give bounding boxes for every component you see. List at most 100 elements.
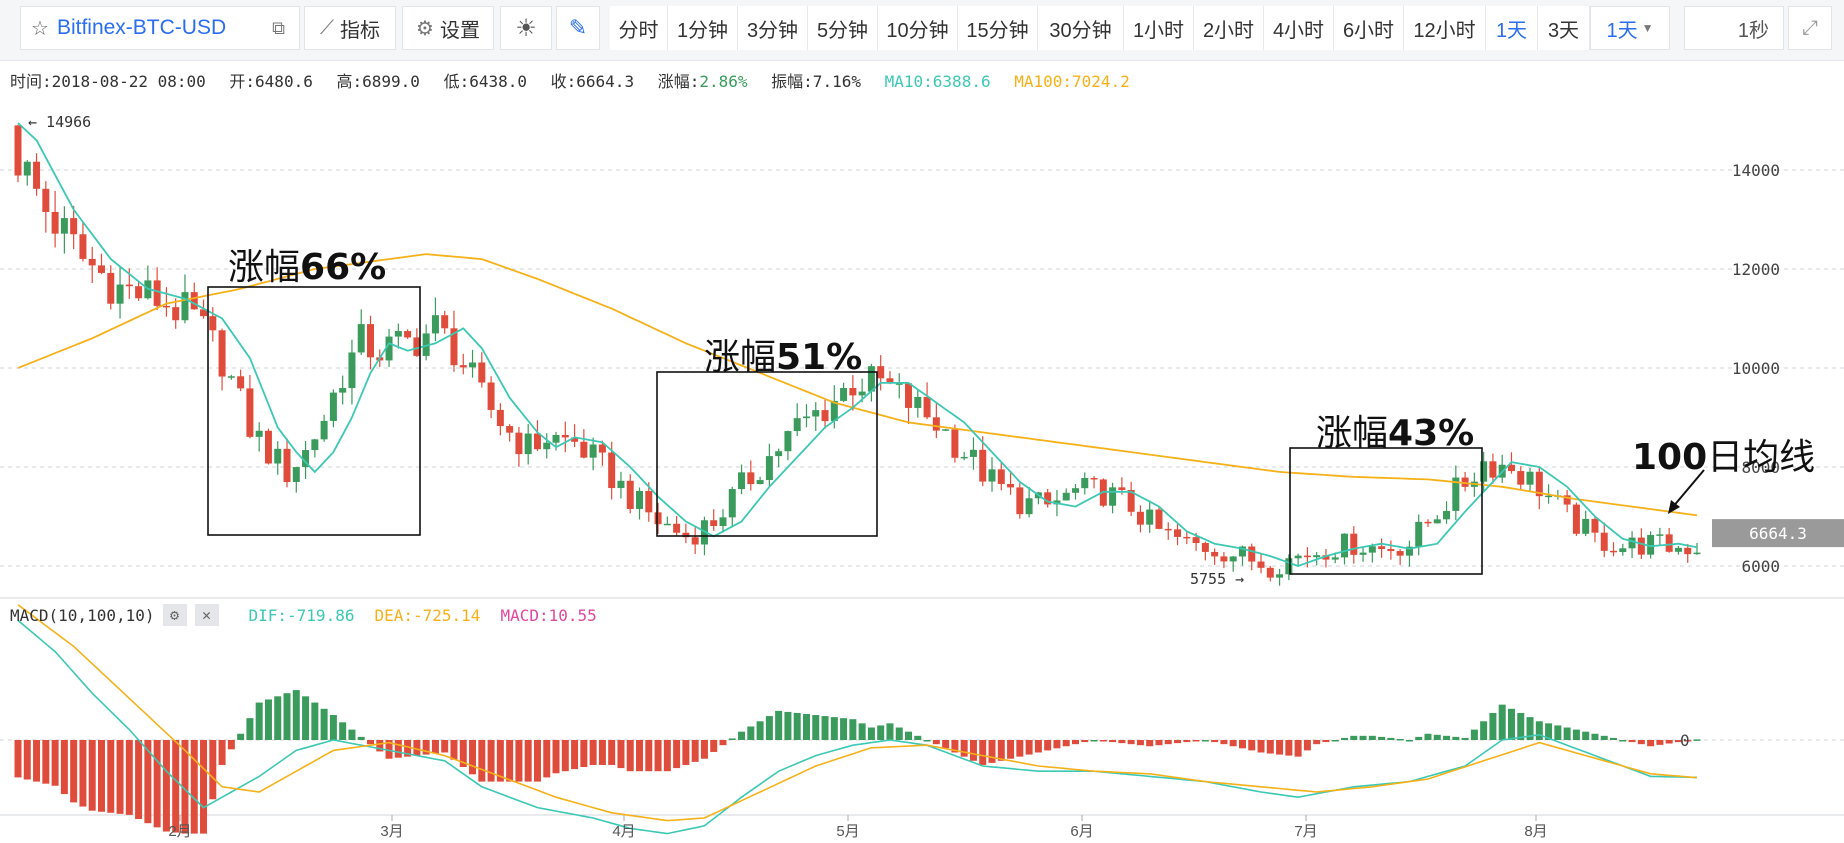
interval-10[interactable]: 6小时 [1334, 6, 1404, 50]
interval-12[interactable]: 1天 [1486, 6, 1538, 50]
macd-bar [1637, 740, 1645, 745]
candle-body [135, 286, 143, 299]
macd-bar [469, 740, 477, 775]
candle-body [153, 280, 161, 306]
macd-bar [1470, 729, 1478, 740]
refresh-rate[interactable]: 1秒 [1684, 6, 1784, 50]
macd-bar [1341, 737, 1349, 740]
macd-close-icon[interactable]: ✕ [194, 604, 219, 626]
candle-body [1174, 529, 1182, 537]
interval-6[interactable]: 30分钟 [1038, 6, 1124, 50]
macd-bar [237, 733, 245, 740]
macd-bar [181, 740, 189, 834]
candle-body [1693, 552, 1701, 555]
macd-bar [1257, 740, 1265, 753]
candle-body [1192, 537, 1200, 544]
macd-bar [775, 710, 783, 740]
macd-bar [320, 708, 328, 740]
macd-bar [561, 740, 569, 772]
candle-body [496, 409, 504, 427]
macd-zero-label: 0 [1680, 731, 1690, 750]
candle-body [422, 333, 430, 356]
candle-body [654, 512, 662, 525]
candle-body [1396, 551, 1404, 556]
draw-tool-button[interactable]: ✎ [556, 6, 600, 50]
annotation-66: 涨幅66% [228, 247, 387, 288]
macd-bar [329, 715, 337, 740]
macd-bar [1433, 734, 1441, 740]
macd-bar [1600, 735, 1608, 740]
macd-settings-icon[interactable]: ⚙ [162, 604, 187, 626]
interval-0[interactable]: 分时 [610, 6, 668, 50]
candle-body [1118, 487, 1126, 491]
info-high: 高:6899.0 [336, 72, 420, 91]
macd-bar [1220, 740, 1228, 745]
macd-bar [1238, 740, 1246, 749]
macd-bar [1480, 721, 1488, 740]
macd-bar [1563, 727, 1571, 740]
interval-5[interactable]: 15分钟 [958, 6, 1038, 50]
candle-body [1405, 546, 1413, 556]
candle-body [42, 188, 50, 212]
macd-bar [784, 711, 792, 740]
macd-bar [339, 722, 347, 740]
info-ma10: MA10:6388.6 [884, 72, 991, 91]
macd-bar [1229, 740, 1237, 747]
interval-9[interactable]: 4小时 [1264, 6, 1334, 50]
interval-11[interactable]: 12小时 [1404, 6, 1486, 50]
macd-bar [1443, 735, 1451, 740]
candle-body [1489, 461, 1497, 478]
interval-3[interactable]: 5分钟 [808, 6, 878, 50]
candle-body [1183, 536, 1191, 539]
candle-body [320, 420, 328, 440]
macd-bar [60, 740, 68, 795]
fullscreen-button[interactable]: ⤢ [1788, 6, 1832, 50]
ma100-arrow-head [1668, 500, 1680, 514]
macd-bar [1071, 740, 1079, 745]
macd-bar [116, 740, 124, 814]
candle-body [979, 449, 987, 482]
candle-body [487, 382, 495, 410]
symbol-selector[interactable]: ☆ Bitfinex-BTC-USD ⧉ [20, 6, 300, 50]
settings-button[interactable]: ⚙ 设置 [402, 6, 494, 50]
candle-body [561, 434, 569, 438]
candle-body [1387, 549, 1395, 552]
candle-body [1368, 546, 1376, 553]
macd-bar [200, 740, 208, 834]
candle-body [728, 489, 736, 518]
x-tick-label: 3月 [380, 823, 403, 840]
info-ma100: MA100:7024.2 [1014, 72, 1130, 91]
candle-body [172, 307, 180, 321]
candle-body [469, 362, 477, 368]
caret-down-icon: ▼ [1641, 21, 1654, 35]
macd-bar [1294, 740, 1302, 757]
interval-7[interactable]: 1小时 [1124, 6, 1194, 50]
interval-select[interactable]: 1天 ▼ [1590, 6, 1670, 50]
candle-body [636, 490, 644, 509]
theme-toggle-button[interactable]: ☀ [500, 6, 552, 50]
star-icon[interactable]: ☆ [31, 17, 49, 40]
macd-bar [1276, 740, 1284, 755]
candle-body [923, 396, 931, 418]
interval-13[interactable]: 3天 [1538, 6, 1590, 50]
interval-1[interactable]: 1分钟 [668, 6, 738, 50]
pencil-icon: ✎ [568, 15, 588, 40]
candle-body [79, 234, 87, 259]
macd-bar [1118, 740, 1126, 744]
popout-icon[interactable]: ⧉ [272, 17, 285, 38]
candle-body [1155, 509, 1163, 529]
interval-8[interactable]: 2小时 [1194, 6, 1264, 50]
candle-body [1378, 546, 1386, 550]
macd-bar [830, 717, 838, 740]
macd-bar [1396, 738, 1404, 741]
candle-body [478, 362, 486, 383]
macd-bar [700, 740, 708, 759]
interval-4[interactable]: 10分钟 [878, 6, 958, 50]
indicators-button[interactable]: ⟋ 指标 [304, 6, 396, 50]
candle-body [283, 448, 291, 483]
candle-body [598, 444, 606, 453]
macd-bar [1591, 733, 1599, 740]
interval-2[interactable]: 3分钟 [738, 6, 808, 50]
info-open: 开:6480.6 [229, 72, 313, 91]
dea-line [17, 604, 1698, 822]
